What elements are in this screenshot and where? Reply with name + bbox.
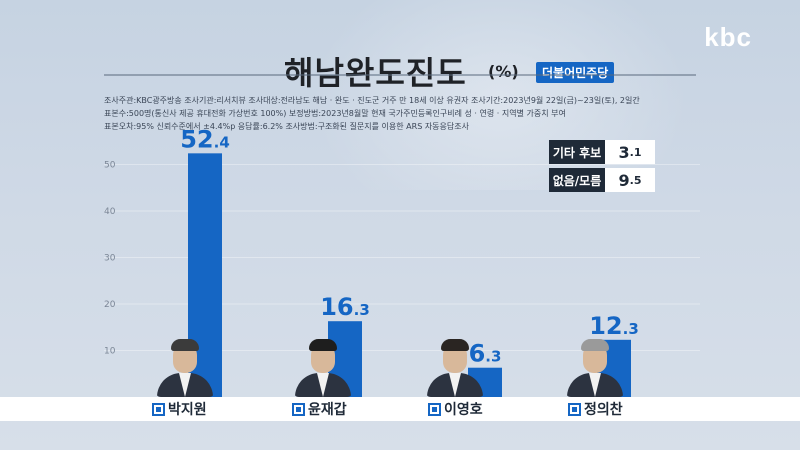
title-divider — [104, 74, 696, 76]
chart-unit: (%) — [488, 62, 519, 81]
survey-meta: 조사주관:KBC광주방송 조사기관:리서치뷰 조사대상:전라남도 해남 · 완도… — [104, 94, 704, 133]
side-stat-value: 3.1 — [605, 140, 655, 164]
candidate-photo — [155, 337, 215, 397]
party-mark-icon — [428, 402, 441, 416]
side-stat-value-main: 3 — [618, 142, 630, 162]
side-stat-value: 9.5 — [605, 168, 655, 192]
chart-header: 해남완도진도 (%) 더불어민주당 — [0, 48, 800, 92]
survey-meta-line: 조사주관:KBC광주방송 조사기관:리서치뷰 조사대상:전라남도 해남 · 완도… — [104, 96, 640, 105]
y-tick-label: 40 — [104, 207, 116, 217]
candidate-name: 정의찬 — [568, 397, 623, 421]
side-stat-other: 기타 후보 3.1 — [549, 140, 655, 164]
bar-value-label: 6.3 — [469, 340, 502, 368]
kbc-logo: kbc — [704, 22, 752, 52]
candidate-photo — [293, 337, 353, 397]
party-badge: 더불어민주당 — [536, 62, 615, 83]
candidate-photo — [565, 337, 625, 397]
party-mark-icon — [292, 402, 305, 416]
y-tick-label: 50 — [104, 161, 116, 171]
side-stat-value-main: 9 — [618, 170, 630, 190]
chart-title: 해남완도진도 — [284, 54, 467, 92]
candidate-baseline — [0, 397, 800, 421]
side-stat-value-decimal: .1 — [629, 145, 642, 159]
y-tick-label: 30 — [104, 254, 116, 264]
party-mark-icon — [152, 402, 165, 416]
side-stat-none: 없음/모름 9.5 — [549, 168, 655, 192]
candidate-name: 윤재갑 — [292, 397, 347, 421]
side-stat-label: 없음/모름 — [549, 168, 605, 192]
bar-value-label: 16.3 — [320, 293, 370, 321]
candidate-name: 박지원 — [152, 397, 207, 421]
side-stat-value-decimal: .5 — [629, 173, 642, 187]
bar-value-label: 12.3 — [589, 312, 639, 340]
bar-value-label: 52.4 — [180, 125, 230, 153]
y-tick-label: 10 — [104, 347, 116, 357]
category-label: 박지원 — [168, 402, 207, 418]
side-stat-label: 기타 후보 — [549, 140, 605, 164]
candidate-name: 이영호 — [428, 397, 483, 421]
y-tick-label: 20 — [104, 300, 116, 310]
survey-meta-line: 표본수:500명(통신사 제공 휴대전화 가상번호 100%) 보정방법:202… — [104, 109, 566, 118]
survey-meta-line: 표본오차:95% 신뢰수준에서 ±4.4%p 응답률:6.2% 조사방법:구조화… — [104, 122, 469, 131]
party-mark-icon — [568, 402, 581, 416]
category-label: 이영호 — [444, 402, 483, 418]
category-label: 윤재갑 — [308, 402, 347, 418]
candidate-photo — [425, 337, 485, 397]
category-label: 정의찬 — [584, 402, 623, 418]
